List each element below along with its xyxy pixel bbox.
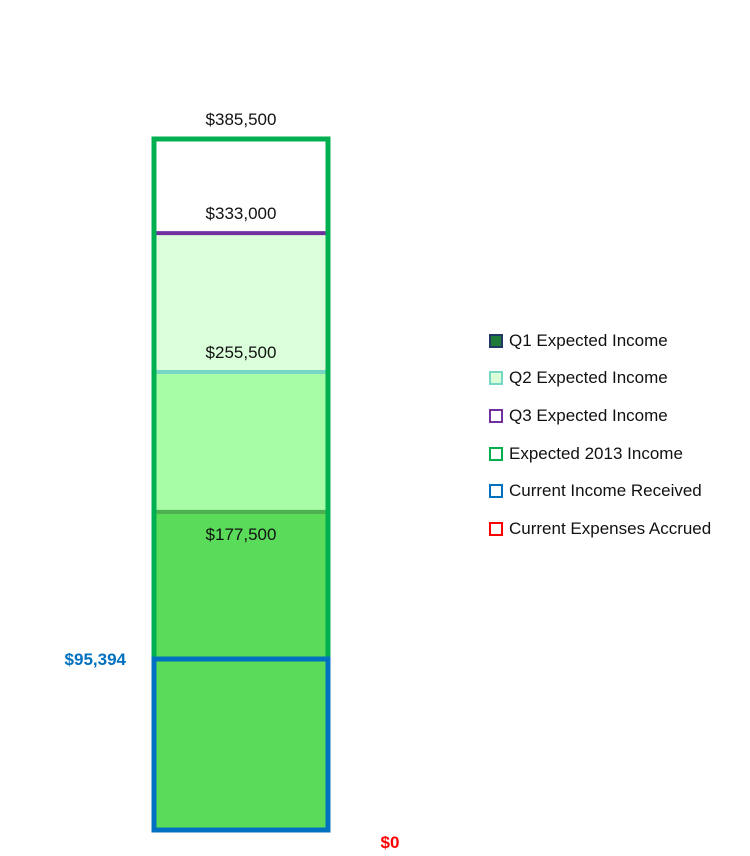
legend-label-current-income: Current Income Received bbox=[509, 481, 702, 501]
legend-label-q1: Q1 Expected Income bbox=[509, 330, 668, 350]
label-segment-1: $177,500 bbox=[206, 525, 277, 544]
legend-item-expected-2013: Expected 2013 Income bbox=[489, 435, 711, 473]
legend-label-q2: Q2 Expected Income bbox=[509, 368, 668, 388]
label-expected-2013: $385,500 bbox=[206, 110, 277, 129]
label-current-income: $95,394 bbox=[65, 650, 127, 669]
label-segment-2: $255,500 bbox=[206, 343, 277, 362]
segment-2 bbox=[154, 372, 328, 512]
legend-item-q1: Q1 Expected Income bbox=[489, 322, 711, 360]
legend-label-expected-2013: Expected 2013 Income bbox=[509, 443, 683, 463]
legend-label-q3: Q3 Expected Income bbox=[509, 405, 668, 425]
legend-swatch-q2 bbox=[489, 371, 503, 386]
legend-swatch-current-expenses bbox=[489, 521, 503, 536]
label-segment-3: $333,000 bbox=[206, 204, 277, 223]
legend-label-current-expenses: Current Expenses Accrued bbox=[509, 518, 712, 538]
legend-item-q2: Q2 Expected Income bbox=[489, 360, 711, 398]
segment-3 bbox=[154, 233, 328, 373]
legend-swatch-expected-2013 bbox=[489, 446, 503, 461]
segment-1 bbox=[154, 511, 328, 830]
legend-swatch-current-income bbox=[489, 484, 503, 499]
legend-swatch-q3 bbox=[489, 408, 503, 423]
legend-item-current-expenses: Current Expenses Accrued bbox=[489, 510, 711, 548]
chart-legend: Q1 Expected Income Q2 Expected Income Q3… bbox=[489, 322, 711, 548]
legend-item-q3: Q3 Expected Income bbox=[489, 397, 711, 435]
label-current-expenses: $0 bbox=[381, 833, 400, 852]
legend-item-current-income: Current Income Received bbox=[489, 472, 711, 510]
current-income-outline bbox=[151, 656, 331, 833]
legend-swatch-q1 bbox=[489, 333, 503, 348]
